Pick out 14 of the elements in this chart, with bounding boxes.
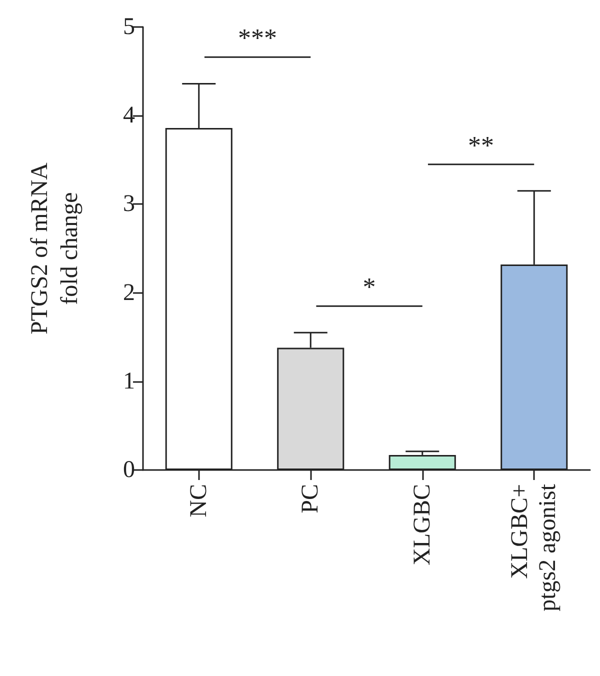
y-tick-label: 0 xyxy=(123,457,135,483)
y-tick-label: 5 xyxy=(123,14,135,40)
annotation: * xyxy=(362,272,376,302)
annotation: ** xyxy=(468,130,494,160)
y-tick-label: 2 xyxy=(123,280,135,306)
x-tick-label: NC xyxy=(186,484,212,518)
x-tick-label: PC xyxy=(298,484,324,514)
annotation: *** xyxy=(238,24,278,53)
y-tick-label: 4 xyxy=(123,102,135,129)
y-axis-title: PTGS2 of mRNA fold change xyxy=(27,162,83,335)
x-tick-label: XLGBC xyxy=(409,484,436,566)
y-tick-label: 1 xyxy=(123,368,135,394)
y-tick-label: 3 xyxy=(123,191,135,218)
x-tick-label: XLGBC+ ptgs2 agonist xyxy=(507,484,562,612)
